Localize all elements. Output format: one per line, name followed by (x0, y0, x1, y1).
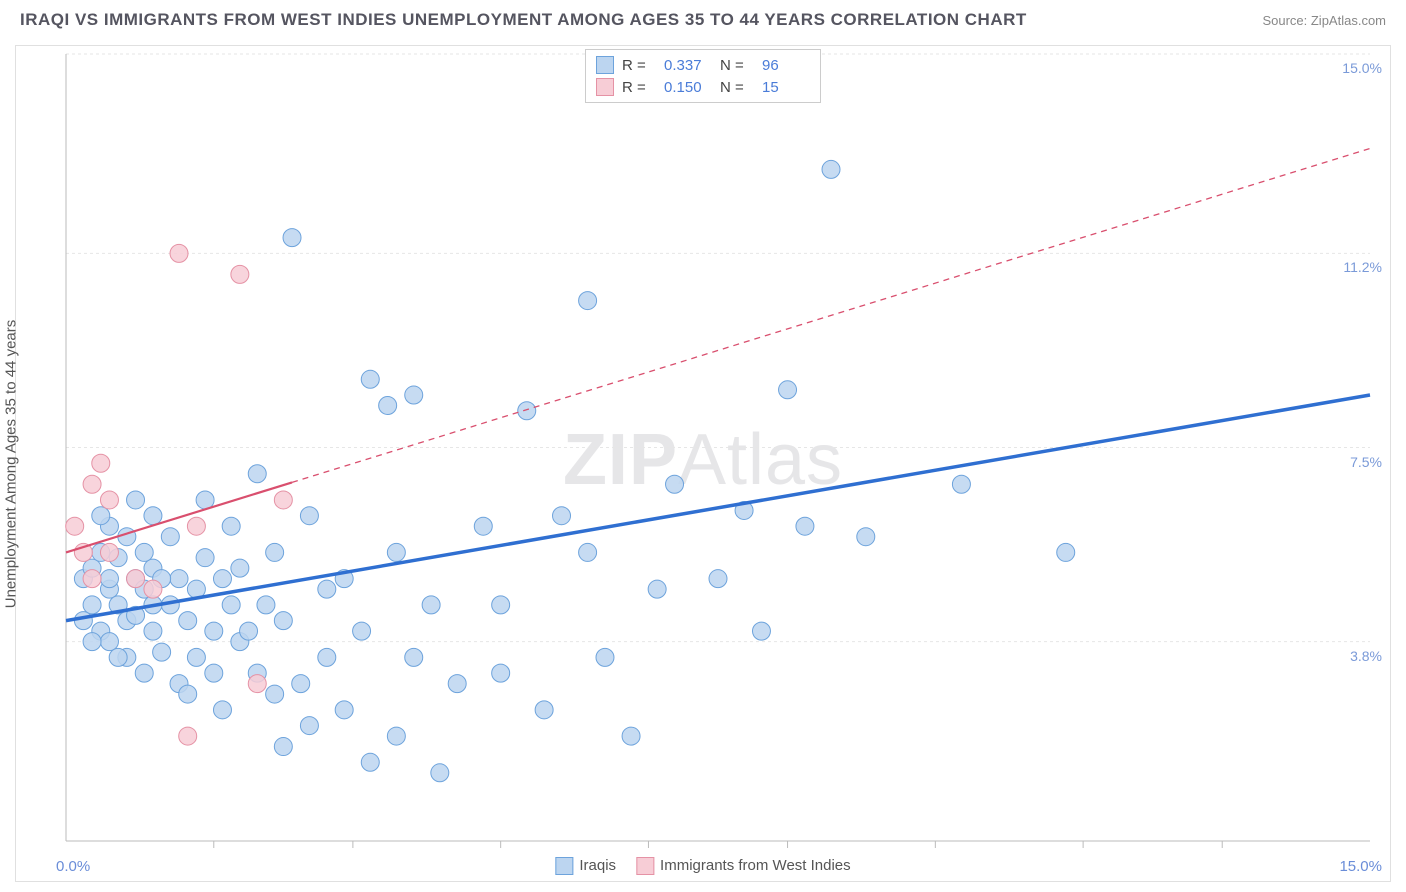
x-axis-min-label: 0.0% (56, 858, 90, 875)
legend-row-west-indies: R = 0.150 N = 15 (596, 76, 810, 98)
series-legend: Iraqis Immigrants from West Indies (555, 857, 850, 875)
legend-row-iraqis: R = 0.337 N = 96 (596, 54, 810, 76)
legend-item-west-indies: Immigrants from West Indies (636, 857, 851, 875)
correlation-legend: R = 0.337 N = 96 R = 0.150 N = 15 (585, 49, 821, 103)
chart-container: Unemployment Among Ages 35 to 44 years Z… (15, 45, 1391, 882)
y-grid-label: 11.2% (1343, 259, 1382, 275)
swatch-west-indies (596, 78, 614, 96)
swatch-iraqis (596, 56, 614, 74)
swatch-west-indies (636, 857, 654, 875)
y-grid-label: 15.0% (1342, 60, 1382, 76)
scatter-plot (16, 46, 1390, 881)
source-attribution: Source: ZipAtlas.com (1262, 13, 1386, 28)
y-grid-label: 3.8% (1350, 648, 1382, 664)
y-grid-label: 7.5% (1350, 454, 1382, 470)
swatch-iraqis (555, 857, 573, 875)
legend-item-iraqis: Iraqis (555, 857, 616, 875)
x-axis-max-label: 15.0% (1339, 858, 1382, 875)
chart-title: IRAQI VS IMMIGRANTS FROM WEST INDIES UNE… (20, 10, 1027, 30)
